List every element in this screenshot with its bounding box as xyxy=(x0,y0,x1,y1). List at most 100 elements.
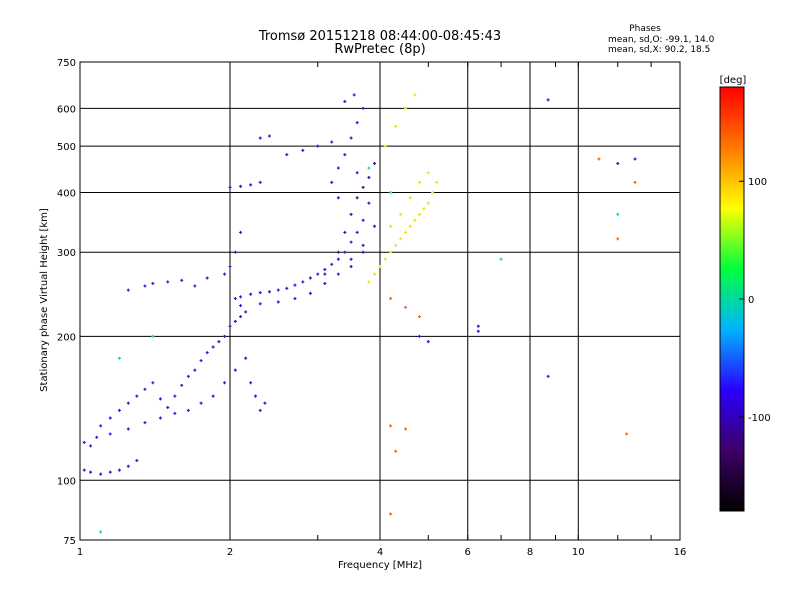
data-point xyxy=(330,262,334,266)
data-point xyxy=(403,305,407,309)
data-point xyxy=(367,166,371,170)
colorbar-tick-label: 100 xyxy=(748,177,767,188)
data-point xyxy=(389,512,393,516)
data-point xyxy=(223,272,227,276)
data-point xyxy=(355,121,359,125)
data-point xyxy=(151,381,155,385)
data-point xyxy=(267,134,271,138)
data-point xyxy=(499,257,503,261)
data-point xyxy=(249,292,253,296)
data-point xyxy=(193,368,197,372)
data-point xyxy=(89,444,93,448)
data-point xyxy=(323,282,327,286)
data-point xyxy=(361,250,365,254)
data-point xyxy=(301,148,305,152)
data-point xyxy=(336,250,340,254)
data-point xyxy=(89,470,93,474)
data-point xyxy=(249,381,253,385)
data-point xyxy=(403,106,407,110)
data-point xyxy=(373,161,377,165)
data-point xyxy=(285,286,289,290)
data-point xyxy=(403,230,407,234)
data-point xyxy=(355,171,359,175)
data-point xyxy=(258,408,262,412)
data-point xyxy=(143,284,147,288)
data-point xyxy=(186,408,190,412)
data-point xyxy=(158,397,162,401)
data-point xyxy=(239,295,243,299)
data-point xyxy=(95,435,99,439)
data-point xyxy=(239,230,243,234)
data-point xyxy=(355,196,359,200)
data-point xyxy=(239,184,243,188)
data-point xyxy=(205,351,209,355)
data-point xyxy=(316,144,320,148)
chart-title: Tromsø 20151218 08:44:00-08:45:43 xyxy=(258,29,501,44)
data-point xyxy=(378,265,382,269)
data-point xyxy=(367,175,371,179)
data-point xyxy=(117,408,121,412)
data-point xyxy=(399,237,403,241)
data-point xyxy=(285,153,289,157)
y-tick-label: 600 xyxy=(57,104,76,115)
data-point xyxy=(258,302,262,306)
data-point xyxy=(389,224,393,228)
data-point xyxy=(336,166,340,170)
data-point xyxy=(349,136,353,140)
data-point xyxy=(373,272,377,276)
data-point xyxy=(228,324,232,328)
data-point xyxy=(180,278,184,282)
data-point xyxy=(367,280,371,284)
data-point xyxy=(158,416,162,420)
data-point xyxy=(244,310,248,314)
data-point xyxy=(422,207,426,211)
data-point xyxy=(166,280,170,284)
x-axis-label: Frequency [MHz] xyxy=(338,560,422,571)
data-point xyxy=(166,405,170,409)
data-point xyxy=(223,334,227,338)
data-point xyxy=(108,470,112,474)
data-point xyxy=(367,201,371,205)
data-point xyxy=(258,291,262,295)
data-point xyxy=(249,183,253,187)
data-point xyxy=(417,180,421,184)
data-point xyxy=(126,288,130,292)
data-point xyxy=(117,468,121,472)
x-tick-label: 8 xyxy=(527,547,533,558)
data-point xyxy=(199,401,203,405)
data-point xyxy=(211,345,215,349)
x-tick-label: 4 xyxy=(377,547,383,558)
data-point xyxy=(186,374,190,378)
data-point xyxy=(293,297,297,301)
y-axis-label: Stationary phase Virtual Height [km] xyxy=(39,208,50,392)
data-point xyxy=(389,250,393,254)
data-point xyxy=(361,106,365,110)
data-point xyxy=(616,212,620,216)
data-point xyxy=(217,340,221,344)
data-point xyxy=(233,297,237,301)
data-point xyxy=(616,161,620,165)
data-point xyxy=(546,98,550,102)
stats-o-mode: mean, sd,O: -99.1, 14.0 xyxy=(608,35,715,45)
data-point xyxy=(151,334,155,338)
data-point xyxy=(126,427,130,431)
data-point xyxy=(413,93,417,97)
data-point xyxy=(135,394,139,398)
data-point xyxy=(394,124,398,128)
data-point xyxy=(173,394,177,398)
data-point xyxy=(343,250,347,254)
data-point xyxy=(117,356,121,360)
data-point xyxy=(330,140,334,144)
data-point xyxy=(223,381,227,385)
data-point xyxy=(633,180,637,184)
data-point xyxy=(244,356,248,360)
data-point xyxy=(476,324,480,328)
y-tick-label: 750 xyxy=(57,58,76,69)
data-point xyxy=(267,290,271,294)
data-point xyxy=(293,283,297,287)
data-point xyxy=(426,171,430,175)
data-point xyxy=(389,297,393,301)
data-point xyxy=(108,416,112,420)
data-point xyxy=(403,427,407,431)
